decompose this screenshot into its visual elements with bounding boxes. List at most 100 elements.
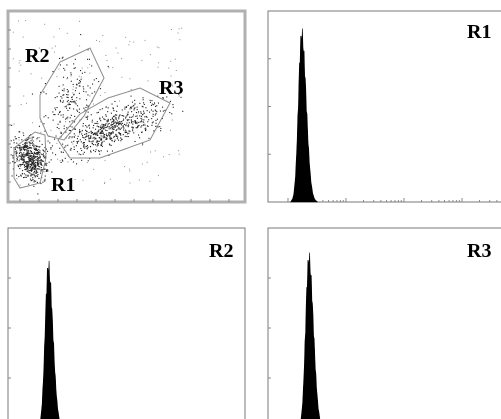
scatter-point-r3 — [96, 132, 97, 133]
scatter-point-r3 — [81, 160, 82, 161]
scatter-point-r3 — [92, 120, 93, 121]
scatter-point-r3 — [76, 163, 77, 164]
scatter-point-r3 — [116, 118, 117, 119]
gate-label-r2: R2 — [25, 45, 49, 67]
scatter-point-r3 — [140, 121, 141, 122]
scatter-point-r3 — [120, 140, 121, 141]
scatter-point-r1 — [22, 155, 23, 156]
scatter-point-r3 — [86, 136, 87, 137]
scatter-point-r2 — [62, 102, 63, 103]
scatter-point-r3 — [113, 126, 114, 127]
histogram-r2-label: R2 — [209, 240, 233, 262]
scatter-point-r2 — [108, 66, 109, 67]
scatter-point-r3 — [158, 103, 159, 104]
scatter-point-r3 — [111, 113, 112, 114]
scatter-point-background — [31, 73, 32, 74]
scatter-point-r3 — [133, 132, 134, 133]
scatter-point-r1 — [28, 139, 29, 140]
scatter-point-r3 — [134, 104, 135, 105]
scatter-point-r1 — [18, 137, 19, 138]
scatter-point-r3 — [172, 104, 173, 105]
scatter-point-r1 — [23, 146, 24, 147]
gate-label-r1: R1 — [51, 174, 75, 196]
scatter-point-r3 — [126, 136, 127, 137]
scatter-point-r2 — [79, 109, 80, 110]
scatter-point-r3 — [102, 108, 103, 109]
scatter-point-r2 — [67, 92, 68, 93]
scatter-point-r3 — [115, 127, 116, 128]
scatter-point-background — [57, 159, 58, 160]
scatter-point-r3 — [64, 147, 65, 148]
scatter-point-r1 — [22, 170, 23, 171]
scatter-point-background — [157, 47, 158, 48]
scatter-point-background — [181, 28, 182, 29]
scatter-point-r2 — [69, 108, 70, 109]
scatter-point-r3 — [95, 144, 96, 145]
scatter-point-r3 — [79, 131, 80, 132]
scatter-point-r3 — [116, 129, 117, 130]
scatter-point-r3 — [112, 117, 113, 118]
scatter-point-background — [72, 144, 73, 145]
scatter-point-r1 — [14, 142, 15, 143]
scatter-point-background — [130, 78, 131, 79]
scatter-point-r1 — [39, 126, 40, 127]
scatter-point-r3 — [110, 137, 111, 138]
scatter-point-r3 — [115, 135, 116, 136]
scatter-point-r3 — [46, 164, 47, 165]
scatter-point-r1 — [31, 180, 32, 181]
scatter-point-r3 — [71, 142, 72, 143]
scatter-point-r3 — [82, 137, 83, 138]
scatter-point-r1 — [51, 172, 52, 173]
scatter-point-r3 — [109, 144, 110, 145]
scatter-point-background — [24, 143, 25, 144]
scatter-point-r3 — [113, 129, 114, 130]
scatter-point-r1 — [15, 136, 16, 137]
scatter-point-background — [26, 103, 27, 104]
scatter-point-r3 — [96, 123, 97, 124]
scatter-point-r3 — [110, 125, 111, 126]
scatter-point-background — [18, 21, 19, 22]
scatter-point-r1 — [18, 176, 19, 177]
scatter-point-r3 — [91, 114, 92, 115]
scatter-point-r3 — [107, 135, 108, 136]
scatter-point-r1 — [34, 171, 35, 172]
scatter-point-r3 — [171, 113, 172, 114]
scatter-point-r1 — [31, 174, 32, 175]
scatter-point-r3 — [131, 120, 132, 121]
scatter-point-r1 — [38, 163, 39, 164]
scatter-point-r1 — [50, 149, 51, 150]
scatter-point-r2 — [98, 81, 99, 82]
scatter-point-r3 — [98, 145, 99, 146]
scatter-point-r3 — [115, 125, 116, 126]
scatter-point-r2 — [87, 59, 88, 60]
scatter-point-r1 — [43, 161, 44, 162]
scatter-point-background — [26, 170, 27, 171]
scatter-point-r2 — [67, 110, 68, 111]
scatter-point-r2 — [75, 102, 76, 103]
scatter-point-background — [89, 64, 90, 65]
scatter-point-r1 — [39, 154, 40, 155]
scatter-point-r1 — [20, 166, 21, 167]
scatter-point-background — [71, 137, 72, 138]
scatter-point-r3 — [64, 128, 65, 129]
scatter-point-r3 — [116, 115, 117, 116]
scatter-point-r3 — [74, 133, 75, 134]
scatter-point-background — [147, 162, 148, 163]
scatter-point-r3 — [132, 102, 133, 103]
scatter-point-r3 — [137, 109, 138, 110]
scatter-point-r1 — [26, 153, 27, 154]
scatter-point-r3 — [108, 107, 109, 108]
scatter-point-r3 — [138, 122, 139, 123]
scatter-point-r3 — [52, 145, 53, 146]
scatter-point-r1 — [16, 155, 17, 156]
scatter-point-r3 — [97, 131, 98, 132]
scatter-point-r3 — [86, 131, 87, 132]
scatter-point-r3 — [115, 114, 116, 115]
scatter-point-r1 — [20, 159, 21, 160]
scatter-point-r3 — [110, 119, 111, 120]
scatter-point-r2 — [58, 114, 59, 115]
scatter-point-r3 — [120, 137, 121, 138]
scatter-point-r1 — [25, 163, 26, 164]
scatter-point-r1 — [27, 145, 28, 146]
scatter-point-r1 — [42, 182, 43, 183]
